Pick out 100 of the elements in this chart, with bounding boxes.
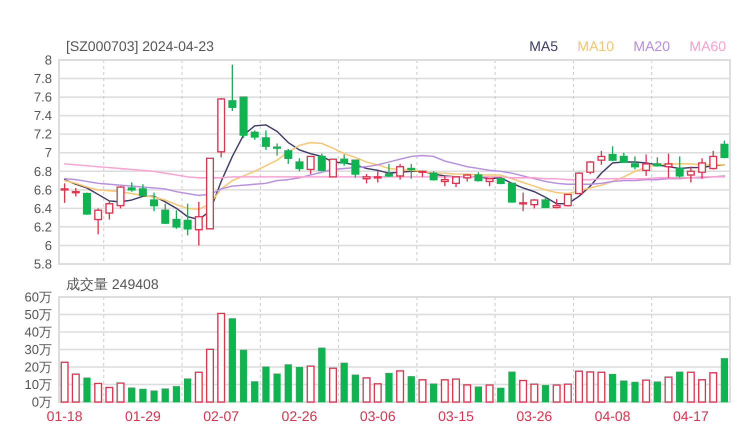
bar bbox=[284, 364, 292, 402]
bar bbox=[552, 384, 561, 403]
bar bbox=[440, 379, 449, 403]
candlestick bbox=[138, 184, 147, 197]
candlestick bbox=[407, 163, 416, 180]
bar bbox=[206, 348, 214, 403]
text: MA60 bbox=[689, 38, 726, 54]
bar bbox=[676, 372, 684, 402]
candlestick bbox=[295, 158, 304, 172]
candlestick bbox=[720, 140, 728, 159]
bar bbox=[396, 370, 404, 403]
bar bbox=[251, 381, 258, 402]
bar bbox=[654, 381, 661, 402]
candlestick bbox=[284, 148, 292, 165]
candlestick bbox=[440, 175, 449, 187]
candlestick bbox=[384, 163, 393, 178]
bar bbox=[60, 362, 69, 403]
bar bbox=[642, 379, 650, 403]
y-tick-label: 7.2 bbox=[34, 126, 52, 142]
x-tick-label: 02-26 bbox=[282, 408, 318, 424]
candlestick bbox=[172, 210, 180, 230]
bar bbox=[228, 318, 236, 402]
bar bbox=[150, 390, 158, 402]
candlestick bbox=[184, 203, 192, 236]
candlestick bbox=[374, 170, 382, 184]
bar bbox=[94, 382, 102, 403]
x-tick-label: 04-08 bbox=[594, 408, 631, 424]
candlestick bbox=[128, 182, 136, 192]
candlestick bbox=[575, 172, 584, 194]
candlestick bbox=[676, 156, 684, 178]
candlestick bbox=[452, 176, 460, 188]
bar bbox=[105, 386, 114, 403]
bar bbox=[362, 377, 371, 403]
x-tick-label: 01-18 bbox=[46, 408, 83, 424]
candlestick bbox=[273, 142, 282, 156]
bar bbox=[418, 379, 426, 403]
bar bbox=[306, 365, 315, 403]
x-tick-label: 03-06 bbox=[360, 408, 396, 424]
line-series bbox=[64, 142, 726, 210]
y-tick-label: 7.6 bbox=[34, 90, 52, 105]
bar bbox=[296, 366, 304, 402]
bar bbox=[430, 384, 438, 402]
candlestick bbox=[250, 130, 259, 140]
bar bbox=[597, 372, 606, 403]
y-tick-label: 5.8 bbox=[34, 256, 52, 272]
bar bbox=[385, 372, 393, 402]
y-tick-label: 8 bbox=[44, 52, 52, 68]
text: MA5 bbox=[529, 38, 558, 54]
bar bbox=[273, 374, 281, 402]
candlestick bbox=[586, 160, 594, 175]
candlestick bbox=[686, 166, 695, 184]
bar bbox=[172, 386, 180, 402]
candlestick bbox=[709, 150, 718, 170]
bar bbox=[116, 382, 125, 403]
bar bbox=[486, 384, 494, 403]
candlestick bbox=[620, 152, 628, 164]
bar bbox=[519, 380, 528, 403]
candlestick bbox=[608, 146, 617, 162]
chart-title: 成交量 249408 bbox=[66, 276, 159, 292]
bar bbox=[139, 388, 146, 402]
y-tick-label: 6.8 bbox=[34, 164, 52, 179]
y-tick-label: 0万 bbox=[32, 394, 52, 410]
bar bbox=[240, 350, 248, 402]
bar bbox=[497, 388, 504, 402]
bar bbox=[452, 378, 460, 403]
bar bbox=[631, 382, 639, 402]
bar bbox=[162, 388, 169, 402]
bar bbox=[194, 372, 203, 403]
candlestick bbox=[362, 173, 371, 184]
bar bbox=[83, 378, 91, 402]
candlestick bbox=[262, 130, 270, 151]
bar bbox=[374, 383, 382, 403]
candlestick bbox=[519, 192, 528, 212]
candlestick bbox=[328, 158, 337, 178]
candlestick bbox=[94, 208, 102, 235]
chart-title: [SZ000703] 2024-04-23 bbox=[66, 38, 214, 54]
candlestick bbox=[396, 163, 404, 180]
candlestick bbox=[82, 192, 91, 216]
x-tick-label: 01-29 bbox=[124, 408, 161, 424]
candlestick bbox=[228, 64, 236, 112]
y-tick-label: 6.2 bbox=[34, 219, 52, 234]
bar bbox=[709, 372, 718, 403]
y-tick-label: 10万 bbox=[24, 377, 52, 392]
y-tick-label: 20万 bbox=[24, 360, 52, 374]
candlestick bbox=[474, 172, 482, 182]
candlestick bbox=[340, 154, 348, 166]
bar bbox=[698, 379, 706, 403]
candlestick bbox=[552, 198, 561, 210]
candlestick bbox=[161, 203, 170, 225]
bar bbox=[542, 385, 550, 402]
bar bbox=[564, 384, 572, 403]
candlestick bbox=[318, 153, 326, 172]
y-tick-label: 7.8 bbox=[34, 71, 52, 86]
y-tick-label: 50万 bbox=[24, 307, 52, 322]
candlestick bbox=[698, 158, 706, 180]
candlestick bbox=[642, 154, 650, 177]
bar bbox=[184, 378, 192, 402]
bar bbox=[352, 374, 359, 402]
y-tick-label: 6.4 bbox=[34, 200, 52, 216]
y-tick-label: 60万 bbox=[24, 290, 52, 304]
